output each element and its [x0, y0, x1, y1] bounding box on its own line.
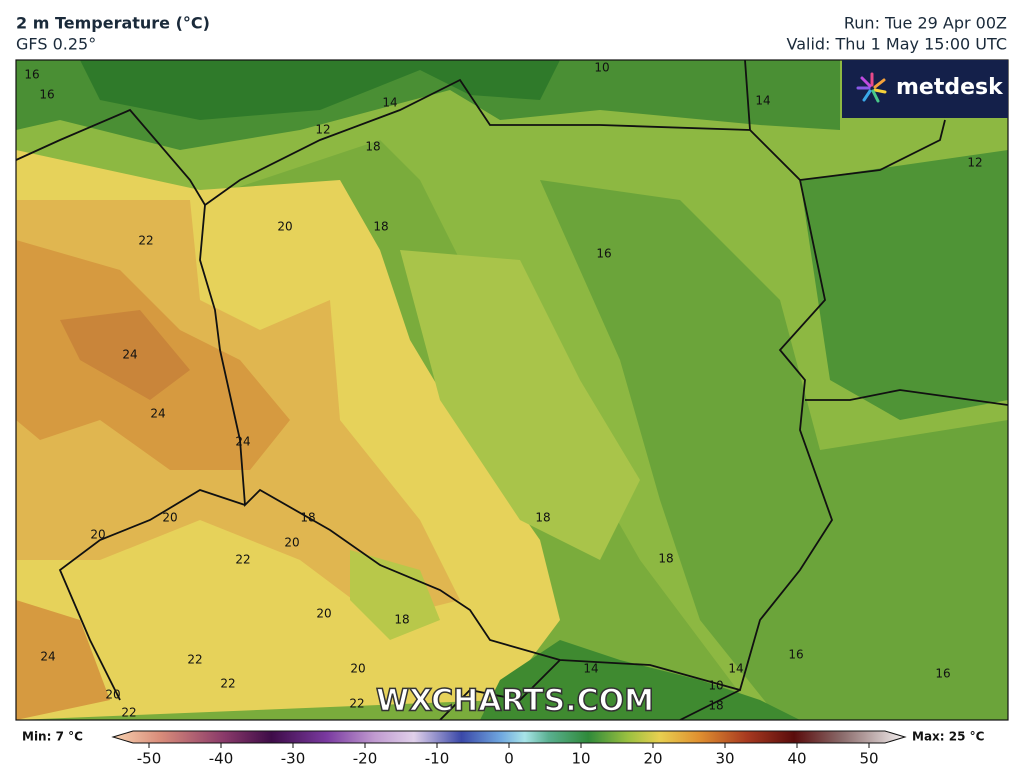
contour-label: 22: [187, 653, 202, 667]
contour-label: 24: [150, 407, 165, 421]
logo-text: metdesk: [896, 75, 1004, 100]
contour-label: 18: [365, 140, 380, 154]
run-time: Run: Tue 29 Apr 00Z: [844, 14, 1007, 33]
contour-label: 14: [583, 662, 598, 676]
contour-label: 22: [220, 677, 235, 691]
colorbar-tick-label: -50: [137, 750, 162, 768]
borders: [16, 60, 1008, 720]
valid-time: Valid: Thu 1 May 15:00 UTC: [786, 35, 1007, 54]
contour-label: 12: [967, 156, 982, 170]
contour-label: 22: [349, 697, 364, 711]
contour-label: 20: [316, 607, 331, 621]
max-label: Max: 25 °C: [912, 730, 985, 744]
logo: metdesk: [842, 60, 1008, 118]
colorbar-tick-label: 10: [571, 750, 590, 768]
contour-label: 10: [594, 61, 609, 75]
colorbar-tick-label: -30: [281, 750, 306, 768]
watermark: WXCHARTS.COM: [376, 684, 654, 719]
contour-label: 24: [235, 435, 250, 449]
contour-label: 22: [121, 706, 136, 720]
colorbar-bar: [111, 730, 907, 744]
contour-label: 16: [24, 68, 39, 82]
contour-label: 24: [122, 348, 137, 362]
contour-label: 20: [90, 528, 105, 542]
contour-label: 20: [284, 536, 299, 550]
title: 2 m Temperature (°C): [16, 14, 210, 33]
contour-label: 18: [535, 511, 550, 525]
contour-label: 14: [755, 94, 770, 108]
contour-label: 20: [162, 511, 177, 525]
colorbar-tick-label: -40: [209, 750, 234, 768]
contour-label: 10: [708, 679, 723, 693]
min-label: Min: 7 °C: [22, 730, 83, 744]
contour-label: 16: [596, 247, 611, 261]
contour-label: 18: [300, 511, 315, 525]
colorbar-tick-label: 50: [859, 750, 878, 768]
contour-label: 14: [728, 662, 743, 676]
contour-label: 20: [277, 220, 292, 234]
contour-label: 18: [708, 699, 723, 713]
contour-label: 12: [315, 123, 330, 137]
contour-label: 18: [394, 613, 409, 627]
colorbar-tick-label: -10: [425, 750, 450, 768]
contour-label: 24: [40, 650, 55, 664]
contour-label: 16: [39, 88, 54, 102]
contour-label: 16: [935, 667, 950, 681]
contour-label: 18: [373, 220, 388, 234]
colorbar-tick-label: 0: [504, 750, 514, 768]
contour-label: 22: [235, 553, 250, 567]
colorbar: -50 -40 -30 -20 -10 0 10 20 30 40 50: [111, 730, 907, 768]
colorbar-tick-label: 40: [787, 750, 806, 768]
colorbar-tick-label: -20: [353, 750, 378, 768]
colorbar-tick-label: 20: [643, 750, 662, 768]
contour-label: 22: [138, 234, 153, 248]
subtitle: GFS 0.25°: [16, 35, 96, 54]
colorbar-tick-label: 30: [715, 750, 734, 768]
contour-label: 14: [382, 96, 397, 110]
contour-label: 20: [350, 662, 365, 676]
contour-label: 18: [658, 552, 673, 566]
contour-label: 16: [788, 648, 803, 662]
contour-label: 20: [105, 688, 120, 702]
